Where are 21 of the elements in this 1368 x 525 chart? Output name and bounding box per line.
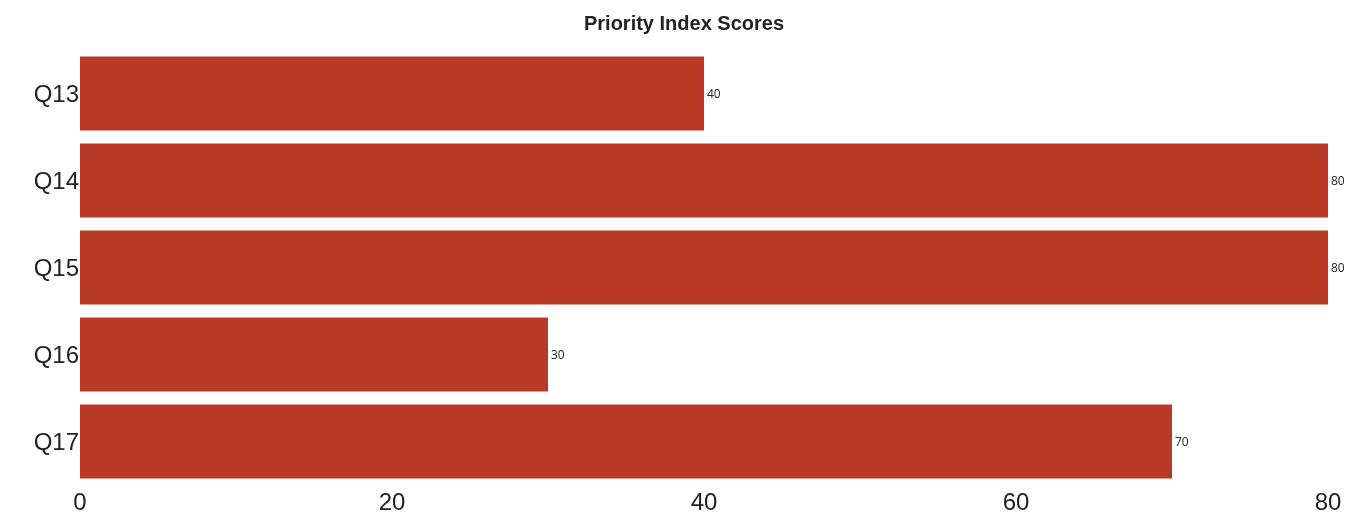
bar [80, 56, 704, 131]
x-tick-label: 40 [690, 488, 718, 515]
x-tick-label: 80 [1314, 488, 1342, 515]
data-label: 30 [551, 346, 565, 363]
x-tick-label: 0 [73, 488, 87, 515]
data-label: 80 [1331, 172, 1345, 189]
y-tick-label: Q15 [33, 253, 79, 281]
y-tick-label: Q17 [33, 427, 79, 455]
data-label: 40 [707, 84, 721, 102]
bar [80, 404, 1172, 479]
chart-title: Priority Index Scores [583, 11, 785, 34]
data-label: 70 [1175, 433, 1189, 451]
y-tick-label: Q14 [33, 166, 79, 194]
bar [80, 317, 548, 392]
y-tick-label: Q13 [33, 79, 79, 107]
y-tick-label: Q16 [33, 340, 79, 368]
bar [80, 143, 1328, 218]
data-label: 80 [1331, 259, 1345, 277]
x-tick-label: 20 [378, 488, 406, 515]
x-tick-label: 60 [1002, 488, 1030, 515]
bar [80, 230, 1328, 305]
